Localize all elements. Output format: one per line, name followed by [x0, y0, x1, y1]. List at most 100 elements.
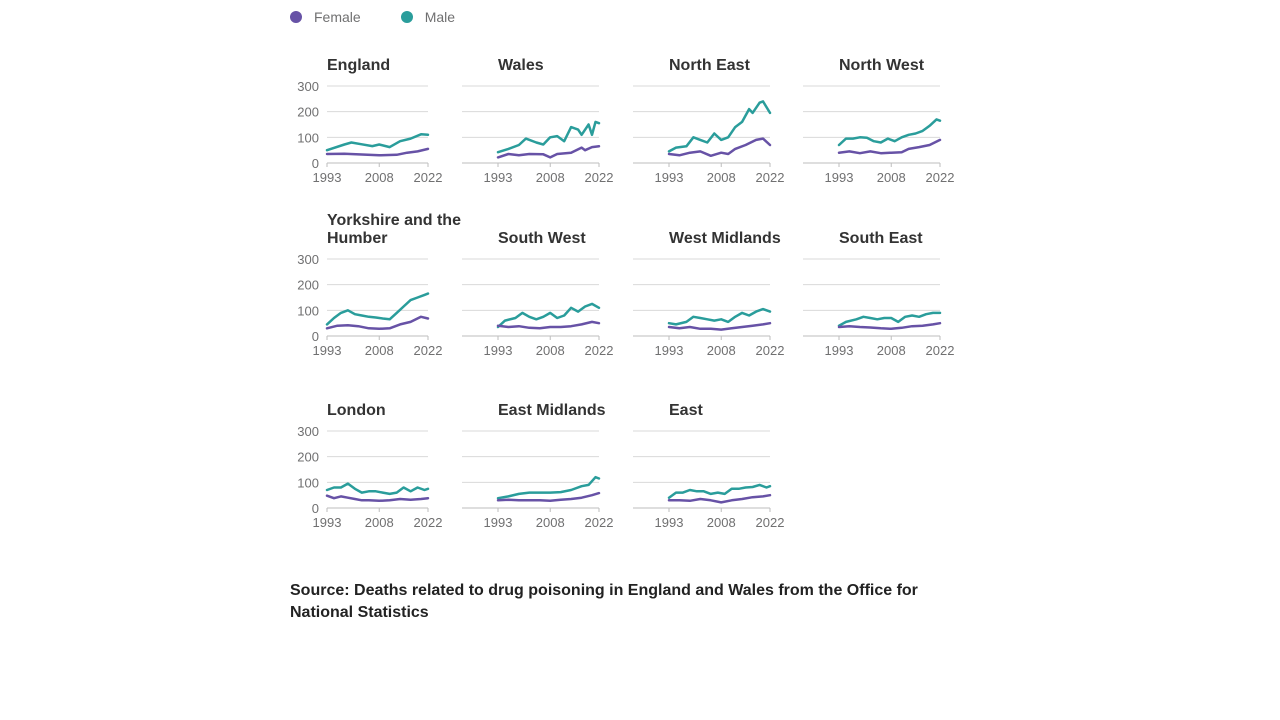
panel-title-line: London: [327, 402, 386, 419]
series-line-female: [325, 315, 430, 331]
x-tick-label: 2022: [756, 515, 785, 530]
panel-9: 1993 2008 2022 East Midlands: [462, 402, 613, 530]
panel-title: East Midlands: [498, 402, 606, 419]
legend-item-female: Female: [290, 9, 361, 25]
panel-title-line: East: [669, 402, 703, 419]
small-multiples-chart: 0 100 200 300 1993 2008 2022 England 1993 2008 202…: [297, 57, 954, 530]
y-tick-label: 200: [297, 278, 319, 293]
x-tick-label: 2008: [365, 515, 394, 530]
series-line-female: [496, 320, 601, 330]
source-note: Source: Deaths related to drug poisoning…: [290, 582, 918, 621]
series-line-male: [667, 483, 772, 499]
x-tick-label: 1993: [655, 170, 684, 185]
panel-title: South West: [498, 230, 586, 247]
series-line-female: [667, 321, 772, 331]
series-line-male: [496, 120, 601, 154]
x-tick-label: 2008: [707, 170, 736, 185]
series-line-male: [837, 311, 942, 327]
y-tick-label: 300: [297, 252, 319, 267]
x-tick-label: 1993: [313, 515, 342, 530]
series-line-female: [325, 494, 430, 503]
series-line-male: [667, 307, 772, 326]
x-tick-label: 1993: [313, 343, 342, 358]
panel-5: 1993 2008 2022 South West: [462, 230, 613, 358]
panel-title: London: [327, 402, 386, 419]
x-tick-label: 1993: [825, 343, 854, 358]
panel-7: 1993 2008 2022 South East: [803, 230, 954, 358]
panel-title: North East: [669, 57, 751, 74]
x-tick-label: 2008: [877, 343, 906, 358]
series-line-female: [496, 491, 601, 503]
legend-label-male: Male: [424, 9, 456, 25]
panel-title: West Midlands: [669, 230, 781, 247]
series-line-male: [325, 292, 430, 326]
series-line-female: [667, 137, 772, 158]
y-tick-label: 300: [297, 424, 319, 439]
x-tick-label: 2022: [414, 515, 443, 530]
series-line-male: [325, 482, 430, 496]
panel-title-line: Wales: [498, 57, 544, 74]
x-tick-label: 2008: [365, 170, 394, 185]
panel-title-line: South West: [498, 230, 586, 247]
panel-title: Wales: [498, 57, 544, 74]
legend: Female Male: [290, 6, 495, 28]
series-line-male: [496, 302, 601, 329]
series-line-male: [325, 133, 430, 152]
x-tick-label: 2022: [756, 343, 785, 358]
x-tick-label: 2022: [926, 170, 955, 185]
x-tick-label: 2008: [536, 170, 565, 185]
y-tick-label: 200: [297, 105, 319, 120]
panel-0: 0 100 200 300 1993 2008 2022 England: [297, 57, 442, 185]
panel-title: East: [669, 402, 703, 419]
series-line-male: [837, 118, 942, 147]
series-line-male: [667, 100, 772, 153]
x-tick-label: 2008: [536, 343, 565, 358]
x-tick-label: 1993: [484, 515, 513, 530]
legend-swatch-male: [400, 11, 413, 23]
y-tick-label: 100: [297, 475, 319, 490]
x-tick-label: 2022: [585, 170, 614, 185]
panel-4: 0 100 200 300 1993 2008 2022 Yorkshire and the H…: [297, 212, 461, 358]
panel-8: 0 100 200 300 1993 2008 2022 London: [297, 402, 442, 530]
x-tick-label: 1993: [825, 170, 854, 185]
panel-2: 1993 2008 2022 North East: [633, 57, 784, 185]
panel-title-line: North West: [839, 57, 925, 74]
y-tick-label: 0: [312, 501, 319, 516]
legend-item-male: Male: [400, 9, 456, 25]
panel-title-line: East Midlands: [498, 402, 606, 419]
x-tick-label: 2022: [756, 170, 785, 185]
panel-3: 1993 2008 2022 North West: [803, 57, 954, 185]
y-tick-label: 100: [297, 303, 319, 318]
y-tick-label: 0: [312, 329, 319, 344]
panel-title: England: [327, 57, 390, 74]
x-tick-label: 1993: [484, 170, 513, 185]
x-tick-label: 2022: [585, 343, 614, 358]
panel-title-line: Yorkshire and the: [327, 212, 461, 229]
x-tick-label: 1993: [655, 343, 684, 358]
series-line-female: [667, 493, 772, 504]
panel-title-line: North East: [669, 57, 751, 74]
y-tick-label: 200: [297, 450, 319, 465]
panel-1: 1993 2008 2022 Wales: [462, 57, 613, 185]
panel-10: 1993 2008 2022 East: [633, 402, 784, 530]
x-tick-label: 2008: [365, 343, 394, 358]
x-tick-label: 1993: [313, 170, 342, 185]
series-line-female: [837, 321, 942, 331]
x-tick-label: 1993: [655, 515, 684, 530]
x-tick-label: 2008: [707, 343, 736, 358]
x-tick-label: 2022: [926, 343, 955, 358]
panel-title-line: England: [327, 57, 390, 74]
x-tick-label: 2022: [414, 170, 443, 185]
series-line-female: [325, 147, 430, 157]
series-line-male: [496, 475, 601, 500]
series-line-female: [496, 145, 601, 159]
panel-title-line: Humber: [327, 230, 387, 247]
panel-title: South East: [839, 230, 923, 247]
legend-label-female: Female: [314, 9, 361, 25]
x-tick-label: 2008: [536, 515, 565, 530]
y-tick-label: 0: [312, 156, 319, 171]
legend-swatch-female: [290, 11, 302, 23]
panel-title: Yorkshire and the Humber: [327, 212, 461, 247]
x-tick-label: 2008: [877, 170, 906, 185]
x-tick-label: 1993: [484, 343, 513, 358]
